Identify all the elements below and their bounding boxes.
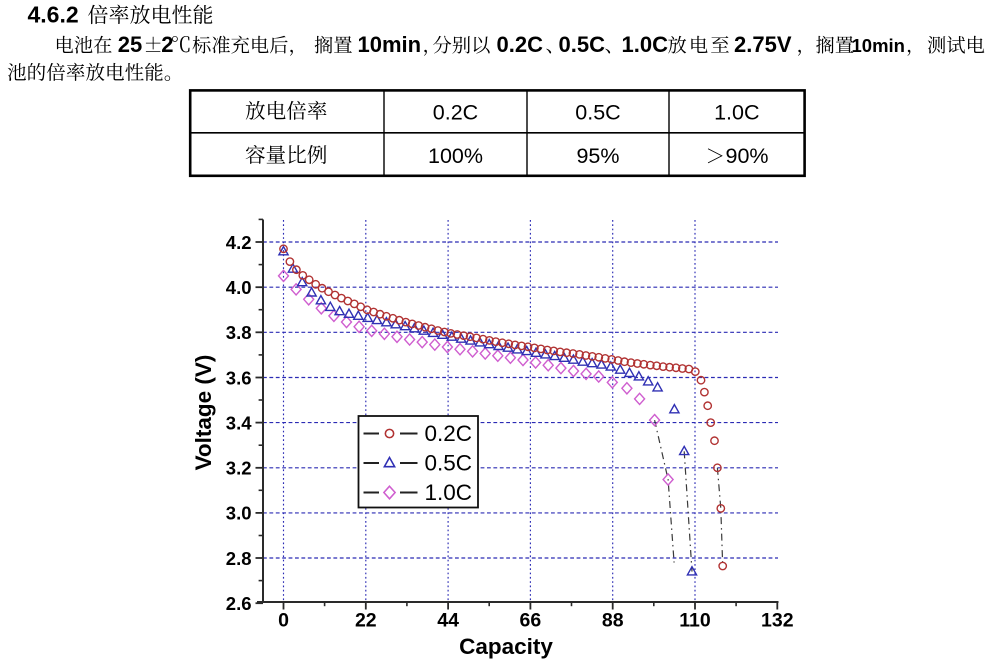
svg-text:10min: 10min [852,35,905,56]
svg-text:88: 88 [602,610,624,632]
svg-text:1.0C: 1.0C [425,480,473,505]
svg-text:25: 25 [118,32,142,57]
svg-text:100%: 100% [428,144,483,168]
svg-text:3.0: 3.0 [226,503,252,524]
svg-text:0.2C: 0.2C [497,32,544,57]
svg-text:2.75V: 2.75V [734,32,792,57]
svg-text:3.8: 3.8 [226,322,252,343]
svg-text:3.2: 3.2 [226,458,252,479]
svg-text:0.5C: 0.5C [559,32,606,57]
svg-text:4.2: 4.2 [226,232,252,253]
svg-text:0.2C: 0.2C [433,101,478,125]
svg-text:66: 66 [520,610,542,632]
svg-text:Capacity: Capacity [459,634,553,659]
svg-text:1.0C: 1.0C [714,101,759,125]
svg-text:2: 2 [161,32,173,57]
svg-text:0.2C: 0.2C [425,421,473,446]
svg-text:0: 0 [278,610,289,632]
svg-text:2.6: 2.6 [226,593,252,614]
svg-text:2.8: 2.8 [226,548,252,569]
svg-text:4.0: 4.0 [226,277,252,298]
svg-text:90%: 90% [726,144,769,168]
svg-text:4.6.2: 4.6.2 [28,1,79,27]
svg-text:0.5C: 0.5C [425,450,473,475]
svg-text:44: 44 [437,610,459,632]
svg-text:1.0C: 1.0C [622,32,669,57]
svg-text:3.6: 3.6 [226,367,252,388]
svg-text:22: 22 [355,610,377,632]
svg-text:10min: 10min [358,32,422,57]
svg-text:3.4: 3.4 [226,412,252,433]
svg-text:132: 132 [761,610,794,632]
svg-text:Voltage (V): Voltage (V) [191,355,216,471]
svg-text:0.5C: 0.5C [575,101,620,125]
svg-text:95%: 95% [576,144,619,168]
svg-text:110: 110 [679,610,711,632]
